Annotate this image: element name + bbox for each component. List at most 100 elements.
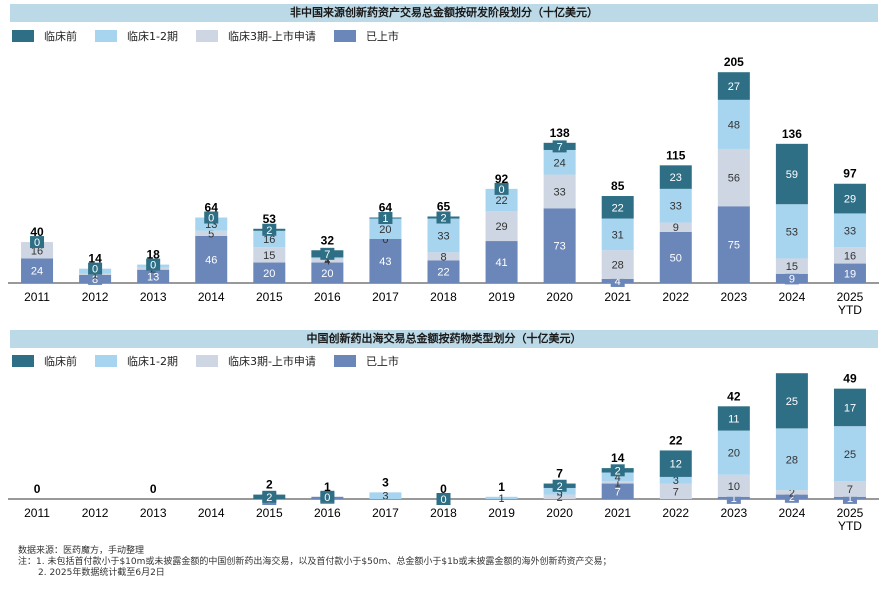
x-tick-label: 2011 [24, 506, 50, 520]
bar-segment [253, 247, 286, 263]
total-label: 18 [146, 248, 160, 262]
data-label: 2 [266, 492, 272, 504]
data-label: 2 [789, 492, 795, 504]
x-tick-label: 2022 [662, 290, 689, 304]
bar-segment [717, 206, 750, 283]
data-label: 56 [728, 173, 740, 185]
label-pad [610, 464, 625, 477]
bar-segment [601, 196, 634, 219]
x-tick-label: 2016 [314, 506, 341, 520]
data-label: 16 [844, 250, 856, 262]
total-label: 138 [550, 126, 570, 140]
data-label: 4 [615, 276, 621, 288]
bar-segment [659, 222, 692, 232]
legend-swatch [333, 355, 356, 367]
data-label: 48 [728, 119, 740, 131]
label-pad [30, 236, 45, 249]
data-label: 23 [670, 172, 682, 184]
legend-item-phase3: 临床3期-上市申请 [195, 28, 316, 44]
bar-segment [601, 250, 634, 279]
panel-1-legend: 临床前 临床1-2期 临床3期-上市申请 已上市 [12, 28, 417, 44]
legend-label: 临床1-2期 [127, 30, 178, 43]
total-label: 205 [724, 55, 744, 69]
bar-segment [427, 252, 460, 261]
x-tick-label: 2018 [430, 290, 457, 304]
bar-segment [311, 262, 344, 283]
bar-segment [659, 165, 692, 189]
data-label: 13 [147, 271, 159, 283]
data-label: 53 [786, 226, 798, 238]
bar-segment [427, 260, 460, 283]
bar-segment [369, 239, 402, 283]
data-label: 2 [440, 213, 446, 225]
data-label: 2 [557, 492, 563, 504]
data-label: 10 [728, 481, 740, 493]
label-pad [146, 258, 161, 271]
label-pad [494, 182, 509, 195]
legend-swatch [195, 355, 218, 367]
bar-segment [601, 472, 634, 482]
legend-swatch [95, 30, 117, 42]
bar-segment [833, 481, 866, 497]
data-label: 28 [612, 260, 624, 272]
total-label: 85 [611, 179, 625, 193]
x-tick-label: 2025 [837, 506, 864, 520]
legend-item-marketed: 已上市 [333, 353, 399, 369]
bar-segment [485, 211, 518, 242]
data-label: 20 [321, 268, 333, 280]
data-label: 3 [557, 486, 563, 498]
x-tick-label: 2023 [720, 290, 747, 304]
total-label: 0 [440, 482, 447, 496]
data-label: 24 [554, 157, 566, 169]
bar-segment [427, 218, 460, 253]
data-label: 33 [554, 186, 566, 198]
bar-segment [659, 188, 692, 223]
data-label: 73 [554, 241, 566, 253]
total-label: 32 [321, 233, 335, 247]
data-label: 8 [92, 274, 98, 286]
x-tick-label: 2017 [372, 290, 399, 304]
bar-segment [717, 148, 750, 207]
bar-segment [543, 149, 576, 175]
panel-1-title: 非中国来源创新药资产交易总金额按研发阶段划分（十亿美元） [10, 4, 878, 22]
data-label: 0 [440, 494, 446, 506]
data-label: 27 [728, 81, 740, 93]
bar-segment [485, 188, 518, 212]
label-pad [378, 212, 393, 225]
label-pad [320, 247, 335, 260]
data-label: 9 [673, 222, 679, 234]
total-label: 53 [263, 212, 277, 226]
bar-segment [601, 481, 634, 484]
data-label: 22 [612, 202, 624, 214]
legend-swatch [12, 30, 34, 42]
total-label: 14 [88, 252, 102, 266]
data-label: 7 [673, 486, 679, 498]
bar-segment [833, 263, 866, 283]
x-tick-label: YTD [838, 519, 862, 533]
total-label: 56 [785, 368, 799, 370]
data-label: 22 [437, 267, 449, 279]
legend-item-phase12: 临床1-2期 [95, 28, 178, 44]
bar-segment [775, 143, 808, 205]
bar-segment [717, 72, 750, 100]
legend-swatch [12, 355, 34, 367]
data-label: 20 [263, 268, 275, 280]
x-tick-label: YTD [838, 303, 862, 317]
data-label: 4 [324, 255, 330, 267]
data-label: 15 [786, 261, 798, 273]
total-label: 0 [150, 482, 157, 496]
x-tick-label: 2023 [720, 506, 747, 520]
x-tick-label: 2017 [372, 506, 399, 520]
x-tick-label: 2024 [779, 506, 806, 520]
data-label: 0 [34, 237, 40, 249]
data-label: 33 [670, 201, 682, 213]
total-label: 40 [30, 225, 44, 239]
bar-segment [369, 218, 402, 239]
x-tick-label: 2020 [546, 506, 573, 520]
total-label: 65 [437, 199, 451, 213]
bar-chart-by-phase: 2416004020118150142012132301820134651306… [8, 55, 879, 317]
label-pad [262, 223, 277, 236]
legend-item-phase12: 临床1-2期 [95, 353, 178, 369]
label-pad [320, 490, 335, 503]
total-label: 42 [727, 389, 741, 403]
